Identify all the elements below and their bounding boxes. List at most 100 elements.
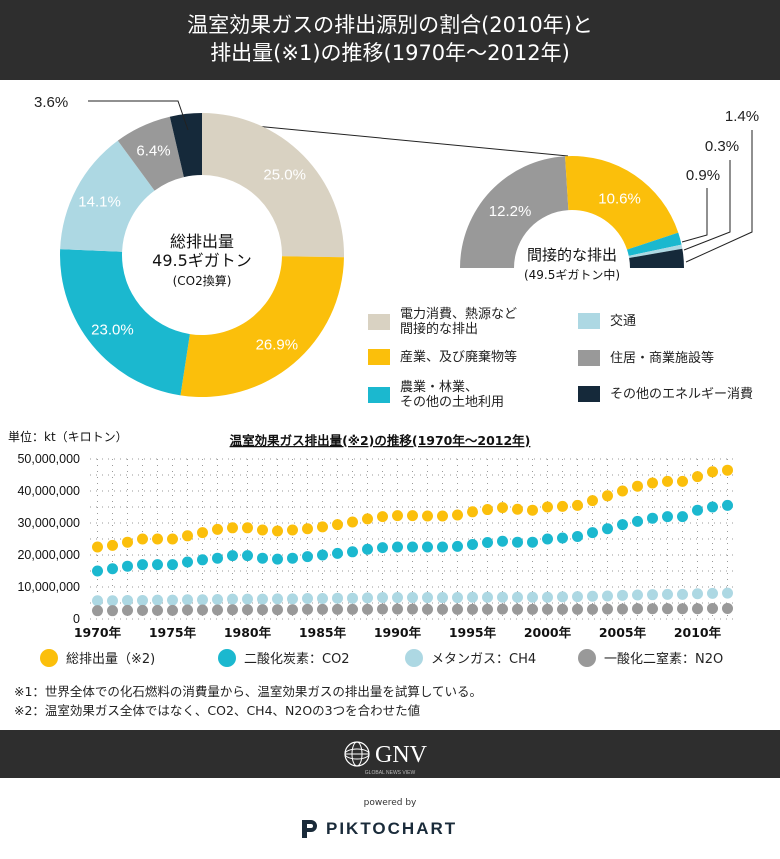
data-point xyxy=(542,533,553,545)
data-point xyxy=(542,603,553,615)
donut-slice xyxy=(60,140,155,252)
data-point xyxy=(467,506,478,518)
data-point xyxy=(467,603,478,615)
data-point xyxy=(692,588,703,600)
half-donut-slice xyxy=(565,155,679,250)
page-title-line2: 排出量(※1)の推移(1970年〜2012年) xyxy=(210,41,570,65)
data-point xyxy=(452,540,463,552)
data-point xyxy=(392,592,403,604)
data-point xyxy=(617,519,628,531)
legend-swatch xyxy=(578,386,600,402)
data-point xyxy=(392,603,403,615)
data-point xyxy=(122,560,133,572)
data-point xyxy=(392,541,403,553)
trend-chart-title: 温室効果ガス排出量(※2)の推移(1970年〜2012年) xyxy=(230,433,531,448)
data-point xyxy=(362,543,373,555)
data-point xyxy=(557,500,568,512)
data-point xyxy=(347,592,358,604)
data-point xyxy=(242,604,253,616)
data-point xyxy=(122,594,133,606)
data-point xyxy=(257,604,268,616)
data-point xyxy=(572,591,583,603)
y-tick-label: 20,000,000 xyxy=(17,548,80,562)
data-point xyxy=(107,539,118,551)
donut-slice xyxy=(169,113,202,178)
x-tick-label: 2005年 xyxy=(599,625,647,640)
data-point xyxy=(227,593,238,605)
x-tick-label: 2010年 xyxy=(674,625,722,640)
half-donut-callout-line xyxy=(681,188,708,243)
x-tick-label: 1995年 xyxy=(449,625,497,640)
data-point xyxy=(722,602,733,614)
legend-swatch xyxy=(368,314,390,330)
donut-center-label: 総排出量 xyxy=(170,232,234,251)
half-donut-slice-label: 1.4% xyxy=(725,108,759,125)
data-point xyxy=(482,504,493,516)
data-point xyxy=(332,519,343,531)
data-point xyxy=(317,549,328,561)
data-point xyxy=(137,604,148,616)
donut-slice xyxy=(117,116,184,191)
legend-item: 住居・商業施設等 xyxy=(578,350,714,366)
data-point xyxy=(257,552,268,564)
globe-icon xyxy=(344,741,370,767)
data-point xyxy=(377,542,388,554)
data-point xyxy=(467,538,478,550)
data-point xyxy=(662,588,673,600)
half-donut-center-label: 間接的な排出 xyxy=(527,246,617,264)
data-point xyxy=(317,603,328,615)
y-tick-label: 0 xyxy=(73,612,80,626)
data-point xyxy=(197,594,208,606)
half-donut-slice-label: 0.9% xyxy=(686,167,720,184)
data-point xyxy=(557,603,568,615)
gnv-logo-subtext: GLOBAL NEWS VIEW xyxy=(365,770,416,776)
data-point xyxy=(677,603,688,615)
page-title-line1: 温室効果ガスの排出源別の割合(2010年)と xyxy=(187,13,593,37)
data-point xyxy=(527,536,538,548)
series-legend-label: 二酸化炭素：CO2 xyxy=(244,652,350,667)
y-tick-label: 30,000,000 xyxy=(17,516,80,530)
data-point xyxy=(482,537,493,549)
data-point xyxy=(512,591,523,603)
data-point xyxy=(587,527,598,539)
data-point xyxy=(572,603,583,615)
data-point xyxy=(362,603,373,615)
data-point xyxy=(437,592,448,604)
data-point xyxy=(692,471,703,483)
half-donut-slice xyxy=(627,232,682,256)
donut-slice xyxy=(202,113,344,258)
data-point xyxy=(287,524,298,536)
data-point xyxy=(722,464,733,476)
data-point xyxy=(707,602,718,614)
series-legend-marker xyxy=(405,648,423,667)
data-point xyxy=(467,591,478,603)
data-point xyxy=(602,490,613,502)
gnv-footer: GNV GLOBAL NEWS VIEW xyxy=(0,730,780,778)
data-point xyxy=(497,591,508,603)
legend-label: その他のエネルギー消費 xyxy=(610,386,754,402)
data-point xyxy=(662,475,673,487)
data-point xyxy=(662,511,673,523)
data-point xyxy=(707,501,718,513)
data-point xyxy=(212,593,223,605)
data-point xyxy=(557,591,568,603)
data-point xyxy=(632,515,643,527)
donut-slice-label: 6.4% xyxy=(136,143,170,160)
data-point xyxy=(617,485,628,497)
half-donut-center-label: (49.5ギガトン中) xyxy=(524,267,620,282)
data-point xyxy=(332,592,343,604)
data-point xyxy=(572,530,583,542)
data-point xyxy=(317,593,328,605)
x-tick-label: 1985年 xyxy=(299,625,347,640)
data-point xyxy=(482,591,493,603)
data-point xyxy=(272,553,283,565)
legend-item: 交通 xyxy=(578,313,636,329)
data-point xyxy=(722,587,733,599)
data-point xyxy=(317,521,328,533)
data-point xyxy=(512,536,523,548)
data-point xyxy=(692,603,703,615)
data-point xyxy=(527,504,538,516)
data-point xyxy=(722,499,733,511)
piktochart-logo[interactable]: PIKTOCHART xyxy=(298,818,457,840)
data-point xyxy=(452,592,463,604)
